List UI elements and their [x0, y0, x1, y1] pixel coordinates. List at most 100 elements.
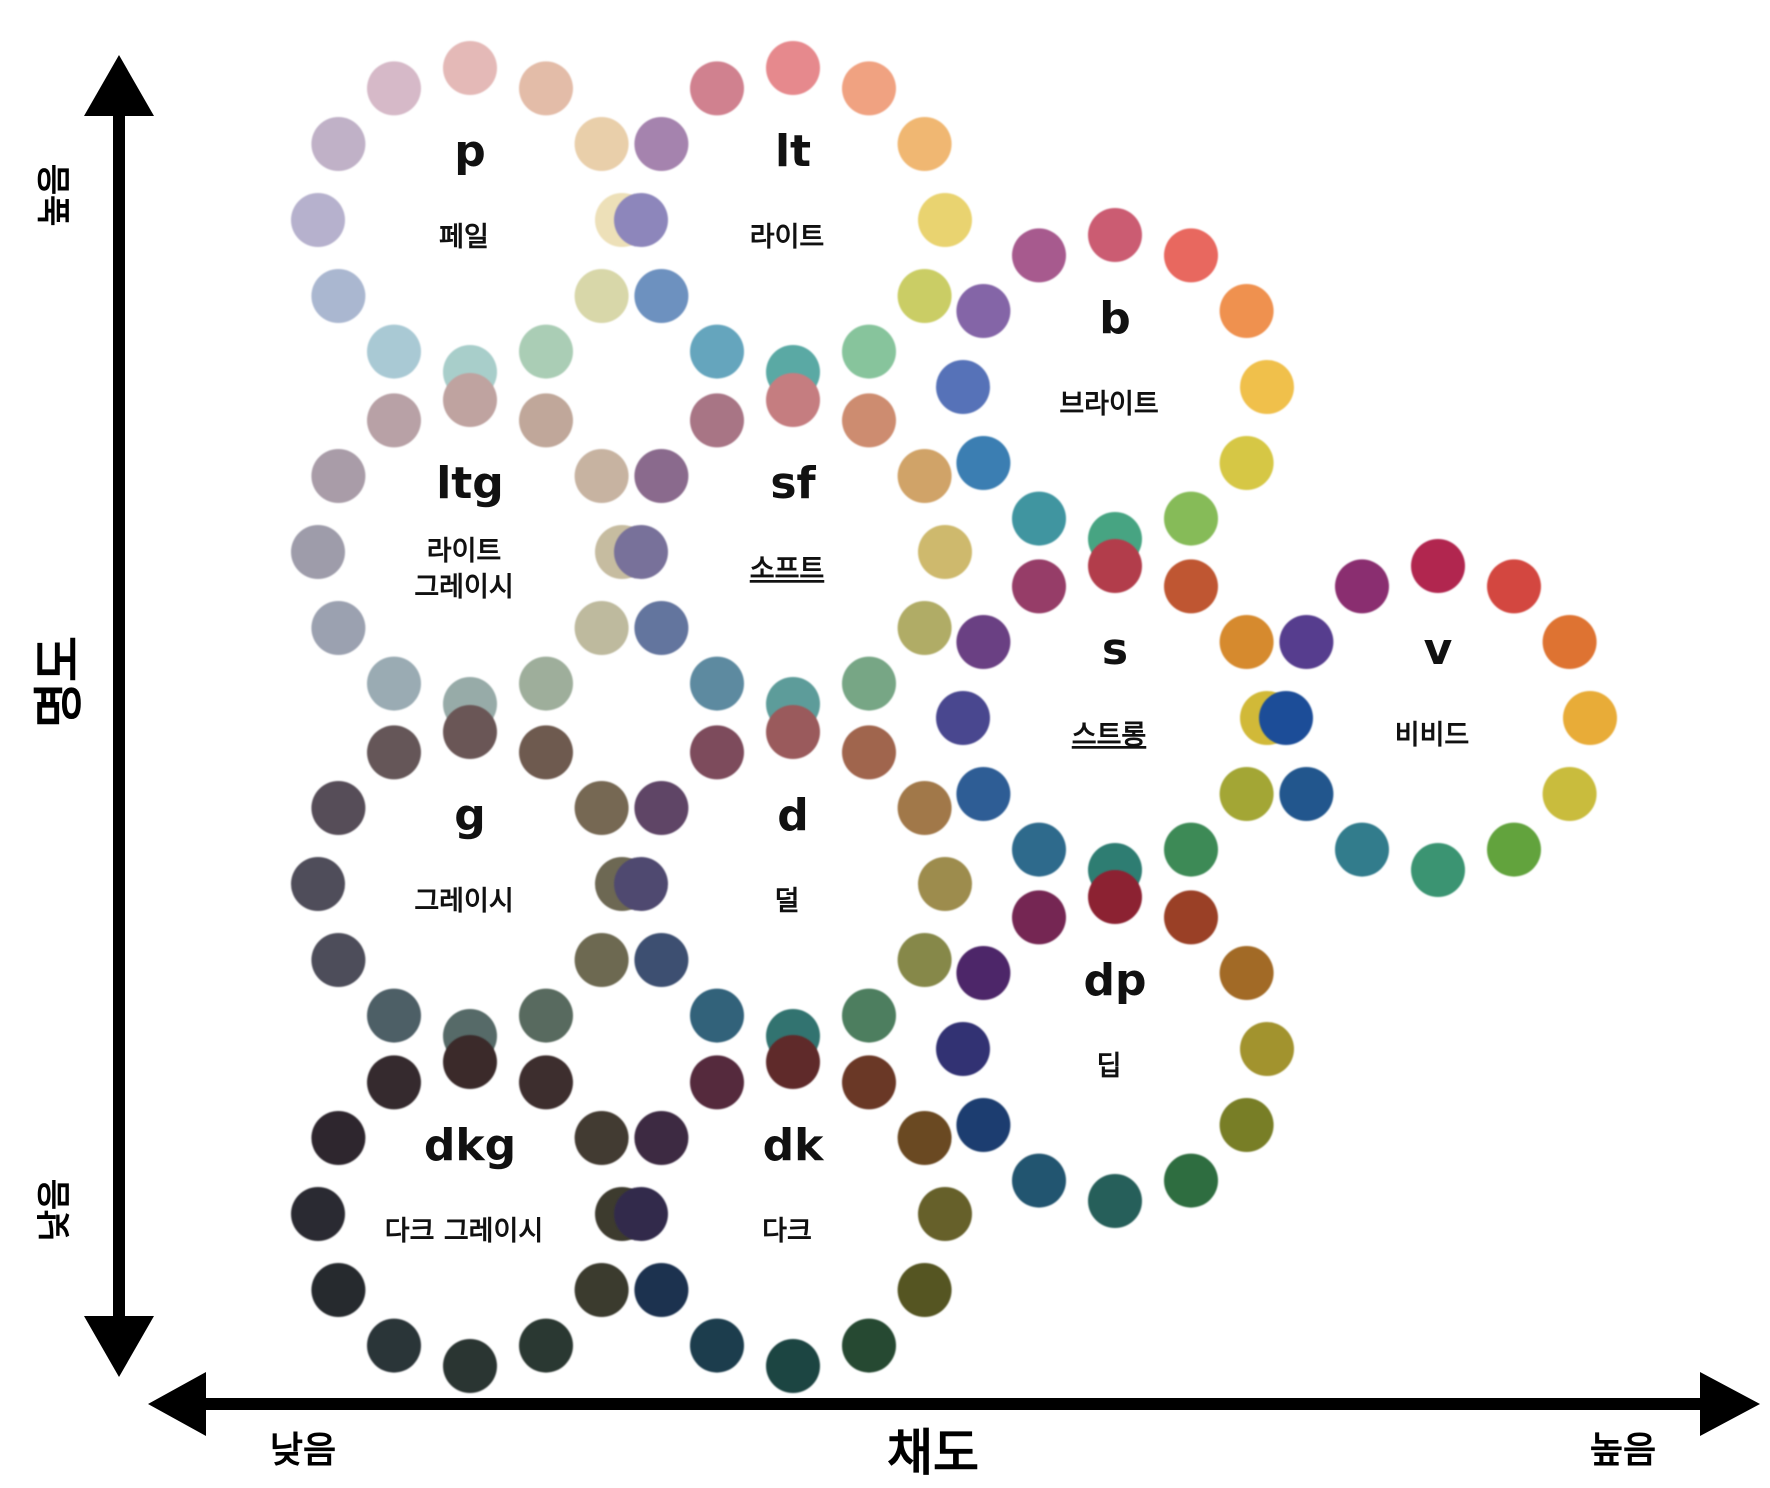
- tone-abbr-lt: lt: [775, 126, 811, 177]
- color-swatch-g-6: [519, 988, 573, 1043]
- tone-name-dkg: 다크 그레이시: [385, 1216, 543, 1247]
- color-swatch-s-3: [1219, 615, 1274, 669]
- tone-name-ltg-1: 라이트: [427, 536, 502, 567]
- color-swatch-v-4: [1563, 691, 1617, 745]
- color-swatch-sf-10: [614, 525, 668, 579]
- color-swatch-ltg-8: [367, 656, 421, 711]
- color-swatch-ltg-5: [574, 601, 629, 655]
- color-swatch-b-2: [1164, 228, 1218, 283]
- color-swatch-dp-12: [1012, 890, 1066, 945]
- tone-abbr-g: g: [454, 790, 486, 841]
- tone-name-b: 브라이트: [1059, 389, 1158, 420]
- down-arrow-icon: [84, 1316, 154, 1377]
- tone-group-lt: lt 라이트: [614, 41, 972, 399]
- tone-name-dk: 다크: [762, 1216, 812, 1247]
- color-swatch-sf-4: [918, 525, 972, 579]
- color-swatch-dk-1: [766, 1035, 820, 1089]
- color-swatch-lt-9: [634, 269, 689, 323]
- tone-abbr-s: s: [1102, 624, 1128, 675]
- color-swatch-dkg-6: [519, 1318, 573, 1373]
- color-swatch-b-4: [1240, 360, 1294, 414]
- color-swatch-d-11: [634, 781, 689, 835]
- color-swatch-sf-5: [897, 601, 952, 655]
- color-swatch-d-1: [766, 705, 820, 759]
- color-swatch-lt-8: [690, 324, 744, 379]
- color-swatch-lt-3: [897, 117, 952, 171]
- color-swatch-g-8: [367, 988, 421, 1043]
- tone-name-v: 비비드: [1395, 720, 1470, 751]
- color-swatch-g-10: [291, 857, 345, 911]
- color-swatch-lt-12: [690, 61, 744, 116]
- color-swatch-d-5: [897, 933, 952, 987]
- color-swatch-sf-12: [690, 393, 744, 448]
- vertical-axis-high-label: 높음: [35, 164, 75, 227]
- color-swatch-dp-4: [1240, 1022, 1294, 1076]
- tone-abbr-b: b: [1099, 293, 1131, 344]
- color-swatch-dkg-2: [519, 1055, 573, 1110]
- tone-name-p: 페일: [439, 222, 489, 253]
- right-arrow-icon: [1700, 1372, 1760, 1436]
- vertical-axis-low-label: 낮음: [35, 1179, 75, 1242]
- color-swatch-lt-6: [842, 324, 896, 379]
- horizontal-axis: 낮음 채도 높음: [148, 1372, 1760, 1482]
- color-swatch-lt-10: [614, 193, 668, 247]
- color-swatch-dkg-1: [443, 1035, 497, 1089]
- color-swatch-dkg-11: [311, 1111, 366, 1165]
- color-swatch-dp-2: [1164, 890, 1218, 945]
- tone-name-sf: 소프트: [750, 554, 825, 585]
- color-swatch-sf-6: [842, 656, 896, 711]
- color-swatch-p-12: [367, 61, 421, 116]
- color-swatch-ltg-1: [443, 373, 497, 427]
- color-swatch-v-9: [1279, 767, 1334, 821]
- tone-abbr-ltg: ltg: [436, 458, 504, 509]
- tone-abbr-dkg: dkg: [424, 1120, 516, 1171]
- color-swatch-g-3: [574, 781, 629, 835]
- color-swatch-d-9: [634, 933, 689, 987]
- color-swatch-p-9: [311, 269, 366, 323]
- color-swatch-v-7: [1411, 843, 1465, 897]
- color-swatch-b-6: [1164, 491, 1218, 546]
- tone-abbr-dp: dp: [1084, 955, 1147, 1006]
- color-swatch-dk-3: [897, 1111, 952, 1165]
- color-swatch-ltg-6: [519, 656, 573, 711]
- horizontal-axis-title: 채도: [887, 1424, 979, 1482]
- color-swatch-d-10: [614, 857, 668, 911]
- color-swatch-v-12: [1335, 559, 1389, 614]
- tone-group-b: b 브라이트: [936, 208, 1294, 566]
- color-swatch-p-3: [574, 117, 629, 171]
- color-swatch-lt-5: [897, 269, 952, 323]
- color-swatch-p-6: [519, 324, 573, 379]
- tone-group-sf: sf 소프트: [614, 373, 972, 731]
- color-swatch-p-8: [367, 324, 421, 379]
- color-swatch-dk-11: [634, 1111, 689, 1165]
- color-swatch-s-6: [1164, 822, 1218, 877]
- color-swatch-d-3: [897, 781, 952, 835]
- color-swatch-s-8: [1012, 822, 1066, 877]
- color-swatch-b-9: [956, 436, 1011, 490]
- color-swatch-lt-1: [766, 41, 820, 95]
- color-swatch-g-1: [443, 705, 497, 759]
- color-swatch-s-2: [1164, 559, 1218, 614]
- color-swatch-b-10: [936, 360, 990, 414]
- color-swatch-s-11: [956, 615, 1011, 669]
- color-swatch-g-11: [311, 781, 366, 835]
- tone-name-dp: 딥: [1097, 1051, 1122, 1082]
- color-swatch-dp-5: [1219, 1098, 1274, 1152]
- color-swatch-p-2: [519, 61, 573, 116]
- color-swatch-s-1: [1088, 539, 1142, 593]
- color-swatch-ltg-10: [291, 525, 345, 579]
- color-swatch-v-1: [1411, 539, 1465, 593]
- tone-name-ltg-2: 그레이시: [414, 572, 513, 603]
- color-swatch-b-11: [956, 284, 1011, 338]
- tone-group-dk: dk 다크: [614, 1035, 972, 1393]
- color-swatch-dk-5: [897, 1263, 952, 1317]
- tone-group-v: v 비비드: [1259, 539, 1617, 897]
- color-swatch-dkg-5: [574, 1263, 629, 1317]
- color-swatch-dk-10: [614, 1187, 668, 1241]
- color-swatch-sf-9: [634, 601, 689, 655]
- color-swatch-s-10: [936, 691, 990, 745]
- color-swatch-dk-9: [634, 1263, 689, 1317]
- color-swatch-v-8: [1335, 822, 1389, 877]
- color-swatch-v-10: [1259, 691, 1313, 745]
